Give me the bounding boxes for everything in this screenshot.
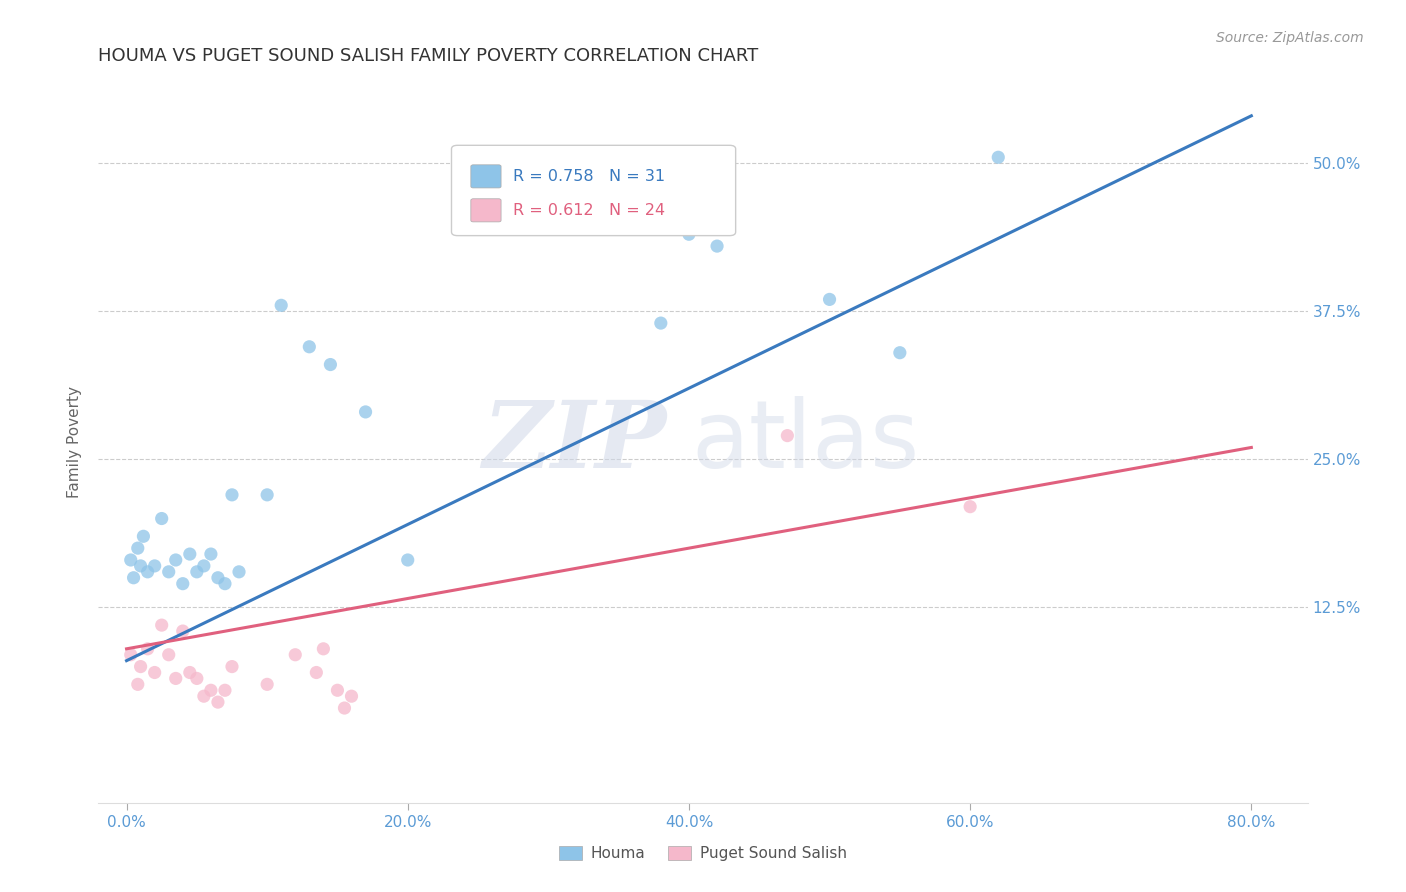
Legend: Houma, Puget Sound Salish: Houma, Puget Sound Salish (553, 840, 853, 867)
Point (256, 677, 278, 691)
Point (193, 689, 215, 703)
Point (678, 227, 700, 242)
Text: ZIP: ZIP (482, 397, 666, 486)
Point (396, 553, 419, 567)
Y-axis label: Family Poverty: Family Poverty (67, 385, 83, 498)
Point (889, 345, 911, 359)
Point (136, 641, 159, 656)
Point (200, 683, 222, 698)
Point (143, 665, 166, 680)
Point (165, 672, 187, 686)
Point (150, 511, 173, 525)
Point (312, 641, 335, 656)
Point (333, 701, 356, 715)
Point (179, 665, 201, 680)
Point (200, 547, 222, 561)
Point (132, 529, 155, 543)
Text: atlas: atlas (690, 395, 920, 488)
Point (165, 553, 187, 567)
Point (186, 672, 208, 686)
FancyBboxPatch shape (471, 165, 501, 188)
Point (172, 576, 194, 591)
Point (186, 565, 208, 579)
Point (987, 150, 1010, 164)
Point (129, 659, 152, 673)
Point (959, 500, 981, 514)
Point (207, 695, 229, 709)
Point (127, 541, 149, 556)
Point (650, 316, 672, 330)
Point (157, 565, 180, 579)
Point (127, 677, 149, 691)
Point (326, 683, 349, 698)
Point (207, 571, 229, 585)
Point (150, 618, 173, 632)
Point (340, 689, 363, 703)
Text: R = 0.758   N = 31: R = 0.758 N = 31 (513, 169, 665, 184)
Point (256, 488, 278, 502)
Point (129, 558, 152, 573)
Point (122, 571, 145, 585)
Point (228, 565, 250, 579)
Point (298, 340, 321, 354)
Point (214, 683, 236, 698)
Point (284, 648, 307, 662)
Point (776, 428, 799, 442)
Point (136, 565, 159, 579)
Point (179, 547, 201, 561)
Point (305, 665, 328, 680)
Point (172, 624, 194, 638)
Point (193, 558, 215, 573)
Point (319, 358, 342, 372)
Point (120, 553, 142, 567)
Point (214, 576, 236, 591)
Point (706, 239, 728, 253)
Text: HOUMA VS PUGET SOUND SALISH FAMILY POVERTY CORRELATION CHART: HOUMA VS PUGET SOUND SALISH FAMILY POVER… (98, 47, 759, 65)
FancyBboxPatch shape (451, 145, 735, 235)
Point (120, 648, 142, 662)
Point (157, 648, 180, 662)
Text: R = 0.612   N = 24: R = 0.612 N = 24 (513, 202, 665, 218)
FancyBboxPatch shape (471, 199, 501, 222)
Point (221, 488, 243, 502)
Point (221, 659, 243, 673)
Point (818, 293, 841, 307)
Point (143, 558, 166, 573)
Text: Source: ZipAtlas.com: Source: ZipAtlas.com (1216, 31, 1364, 45)
Point (270, 298, 292, 312)
Point (354, 405, 377, 419)
